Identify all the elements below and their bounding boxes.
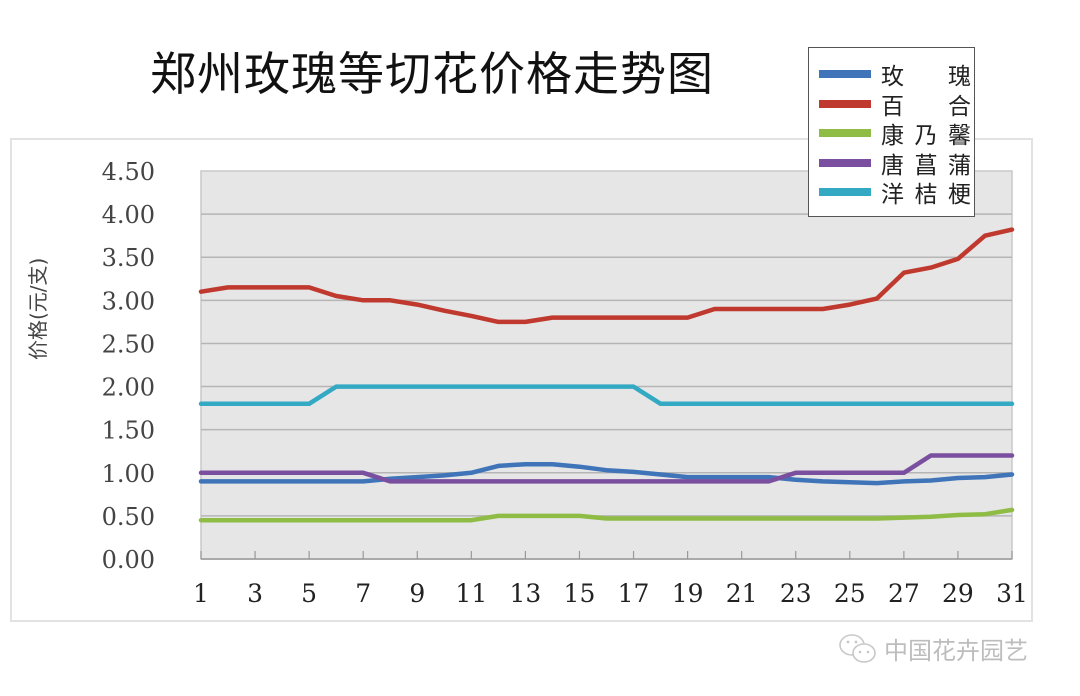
legend-swatch — [819, 129, 871, 137]
x-tick-label: 9 — [409, 579, 425, 608]
y-axis: 0.00 0.50 1.00 1.50 2.00 2.50 3.00 3.50 4.00 4.50 — [102, 158, 155, 574]
y-tick-label: 2.00 — [102, 374, 155, 402]
legend-label: 唐菖蒲 — [881, 146, 971, 180]
legend-char: 玫 — [881, 64, 904, 90]
series-line-康乃馨 — [198, 507, 1015, 523]
x-tick-label: 3 — [247, 579, 263, 608]
x-tick-label: 5 — [301, 579, 317, 608]
legend-char: 乃 — [914, 123, 938, 149]
series-line-唐菖蒲 — [198, 453, 1015, 484]
y-tick-label: 4.00 — [102, 201, 155, 229]
legend-item: 康乃馨 — [819, 116, 971, 150]
legend-char: 桔 — [914, 182, 938, 208]
y-tick-label: 4.50 — [102, 158, 155, 186]
legend-char: 菖 — [914, 152, 938, 179]
legend-swatch — [819, 158, 871, 167]
legend-char: 瑰 — [948, 64, 971, 90]
x-tick-label: 29 — [942, 579, 974, 608]
legend-item: 玫瑰 — [819, 57, 971, 91]
legend-char: 洋 — [881, 182, 904, 208]
y-tick-label: 0.50 — [102, 503, 155, 531]
x-tick-label: 21 — [726, 579, 758, 608]
legend-item: 唐菖蒲 — [819, 146, 971, 180]
series-line-百合 — [198, 227, 1015, 325]
x-tick-label: 13 — [509, 579, 541, 608]
x-axis: 1 3 5 7 9 11 13 15 17 19 21 23 25 27 29 31 — [193, 551, 1028, 608]
legend-label: 百合 — [881, 87, 971, 121]
y-tick-label: 1.50 — [102, 417, 155, 445]
y-tick-label: 0.00 — [102, 546, 155, 574]
x-tick-label: 1 — [193, 579, 209, 608]
x-tick-label: 19 — [672, 579, 704, 608]
legend-char: 百 — [881, 93, 904, 120]
legend-label: 康乃馨 — [881, 116, 971, 150]
x-tick-label: 7 — [355, 579, 371, 608]
chart-title: 郑州玫瑰等切花价格走势图 — [150, 47, 714, 101]
legend-char: 康 — [881, 123, 904, 149]
legend-swatch — [819, 188, 871, 196]
y-tick-label: 1.00 — [102, 460, 155, 488]
legend-label: 玫瑰 — [881, 57, 971, 91]
y-axis-label: 价格(元/支) — [26, 257, 50, 360]
legend-item: 百合 — [819, 87, 971, 121]
x-tick-label: 11 — [455, 579, 487, 608]
y-tick-label: 3.50 — [102, 244, 155, 272]
wechat-icon — [839, 633, 876, 663]
x-tick-label: 31 — [996, 579, 1028, 608]
legend-char: 蒲 — [948, 152, 971, 179]
x-tick-label: 17 — [618, 579, 650, 608]
legend: 玫瑰百合康乃馨唐菖蒲洋桔梗 — [808, 47, 975, 217]
legend-char: 馨 — [948, 123, 971, 149]
legend-char: 合 — [948, 93, 971, 120]
legend-item: 洋桔梗 — [819, 175, 971, 209]
series-line-洋桔梗 — [198, 384, 1015, 407]
plot-area — [200, 170, 1013, 560]
y-tick-label: 2.50 — [102, 330, 155, 358]
x-tick-label: 25 — [834, 579, 866, 608]
legend-char: 梗 — [948, 182, 971, 208]
watermark: 中国花卉园艺 — [838, 631, 1028, 666]
legend-swatch — [819, 99, 871, 108]
legend-swatch — [819, 70, 871, 78]
legend-char: 唐 — [881, 152, 904, 179]
legend-label: 洋桔梗 — [881, 175, 971, 209]
series-line-玫瑰 — [198, 461, 1015, 486]
y-tick-label: 3.00 — [102, 287, 155, 315]
series-lines — [198, 227, 1015, 523]
x-tick-label: 27 — [888, 579, 920, 608]
watermark-text: 中国花卉园艺 — [884, 637, 1028, 665]
x-tick-label: 23 — [780, 579, 812, 608]
x-tick-label: 15 — [564, 579, 596, 608]
